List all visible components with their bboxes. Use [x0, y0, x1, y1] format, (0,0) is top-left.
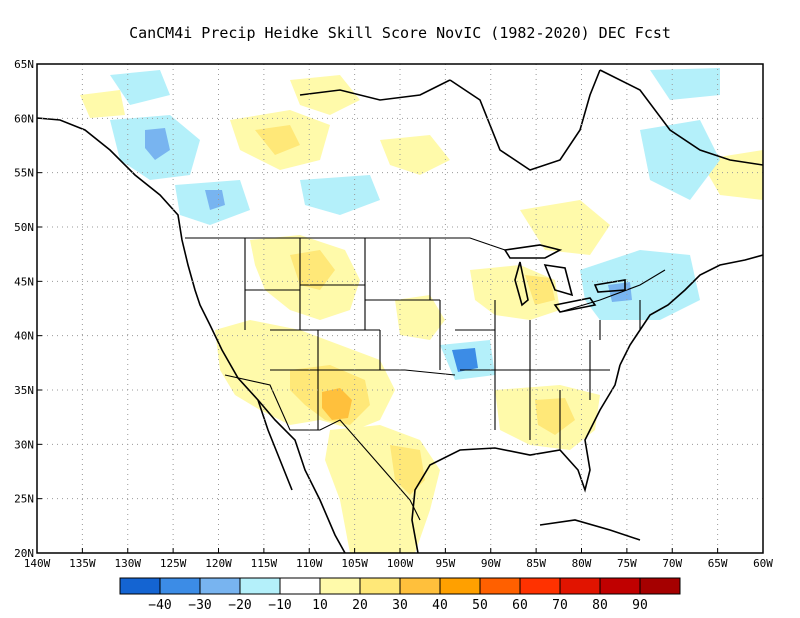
- longitude-labels: 140W 135W 130W 125W 120W 115W 110W 105W 100W 95W 9…: [24, 548, 773, 570]
- colorbar-label: −30: [188, 598, 211, 613]
- great-lakes-huron: [543, 264, 574, 297]
- lon-label: 60W: [753, 557, 773, 570]
- shade-plains: [395, 295, 445, 340]
- colorbar-label: 20: [352, 598, 368, 613]
- shade-midwest-mid: [525, 275, 555, 305]
- shade-bc-mid: [145, 128, 170, 160]
- colorbar-swatch: [239, 577, 281, 595]
- shade-southeast-mid: [535, 398, 575, 435]
- colorbar: −40 −30 −20 −10 10 20 30 40 50 60 70 80 90: [119, 577, 681, 613]
- coastlines: [37, 69, 763, 553]
- west-coast: [37, 117, 346, 553]
- great-lakes-superior: [503, 244, 563, 259]
- lon-label: 140W: [24, 557, 51, 570]
- lon-label: 80W: [572, 557, 592, 570]
- lat-label: 65N: [14, 58, 34, 71]
- colorbar-swatch: [639, 577, 681, 595]
- colorbar-swatch: [439, 577, 481, 595]
- shade-south-texas: [390, 445, 425, 495]
- political-borders: [185, 237, 666, 521]
- lon-label: 125W: [160, 557, 187, 570]
- baja: [257, 399, 293, 491]
- shade-mountain-mid: [290, 250, 335, 290]
- lon-label: 90W: [481, 557, 501, 570]
- colorbar-label: 60: [512, 598, 528, 613]
- lat-label: 30N: [14, 438, 34, 451]
- lon-label: 70W: [662, 557, 682, 570]
- colorbar-swatch: [519, 577, 561, 595]
- colorbar-label: 10: [312, 598, 328, 613]
- lat-label: 55N: [14, 167, 34, 180]
- colorbar-swatch: [159, 577, 201, 595]
- us-canada-border: [185, 237, 666, 313]
- lat-label: 20N: [14, 547, 34, 560]
- labrador: [599, 69, 763, 166]
- lon-label: 115W: [251, 557, 278, 570]
- colorbar-swatch: [559, 577, 601, 595]
- colorbar-swatch: [599, 577, 641, 595]
- lat-label: 50N: [14, 221, 34, 234]
- colorbar-label: 70: [552, 598, 568, 613]
- shade-canada-1-mid: [255, 125, 300, 155]
- colorbar-swatch: [479, 577, 521, 595]
- colorbar-swatch: [359, 577, 401, 595]
- lon-label: 95W: [435, 557, 455, 570]
- lon-label: 135W: [69, 557, 96, 570]
- map-title: CanCM4i Precip Heidke Skill Score NovIC …: [129, 24, 671, 42]
- shade-oklahoma-blue: [452, 348, 478, 372]
- lat-label: 40N: [14, 330, 34, 343]
- lat-label: 45N: [14, 275, 34, 288]
- us-mexico-border: [224, 374, 421, 521]
- colorbar-swatch: [199, 577, 241, 595]
- colorbar-swatch: [119, 577, 161, 595]
- shade-canada-2: [290, 75, 360, 115]
- lat-label: 35N: [14, 384, 34, 397]
- state-lines: [244, 238, 641, 450]
- shade-canada-4: [380, 135, 450, 175]
- colorbar-swatch: [279, 577, 321, 595]
- shade-canada-3: [520, 200, 610, 255]
- lon-label: 65W: [708, 557, 728, 570]
- hudson-bay: [449, 69, 601, 171]
- cuba: [539, 519, 641, 541]
- lon-label: 105W: [341, 557, 368, 570]
- colorbar-label: 40: [432, 598, 448, 613]
- shade-canada-6: [80, 90, 125, 118]
- great-lakes-michigan: [514, 261, 529, 307]
- lon-label: 110W: [296, 557, 323, 570]
- shade-new-mexico-core: [322, 388, 352, 420]
- colorbar-label: 50: [472, 598, 488, 613]
- graticule: [37, 64, 763, 553]
- lon-label: 75W: [617, 557, 637, 570]
- colorbar-label: 90: [632, 598, 648, 613]
- great-lakes-ontario: [593, 279, 626, 293]
- colorbar-swatch: [399, 577, 441, 595]
- lon-label: 130W: [115, 557, 142, 570]
- lat-label: 60N: [14, 112, 34, 125]
- colorbar-label: 80: [592, 598, 608, 613]
- colorbar-label: 30: [392, 598, 408, 613]
- arctic-coast: [299, 79, 451, 101]
- shade-canada-blue-2: [300, 175, 380, 215]
- lat-label: 25N: [14, 493, 34, 506]
- lon-label: 120W: [205, 557, 232, 570]
- latitude-labels: 20N 25N 30N 35N 40N 45N 50N 55N 60N 65N: [14, 58, 42, 560]
- colorbar-swatch: [319, 577, 361, 595]
- great-lakes-erie: [553, 297, 597, 313]
- lon-label: 85W: [526, 557, 546, 570]
- east-coast: [619, 254, 763, 366]
- lon-label: 100W: [387, 557, 414, 570]
- shade-northwest-blue: [110, 70, 170, 105]
- shade-bc-mid-2: [205, 190, 225, 210]
- colorbar-label: −10: [268, 598, 291, 613]
- colorbar-label: −40: [148, 598, 171, 613]
- colorbar-label: −20: [228, 598, 251, 613]
- shade-canada-blue-3: [640, 120, 720, 200]
- shade-canada-blue-4: [650, 68, 720, 100]
